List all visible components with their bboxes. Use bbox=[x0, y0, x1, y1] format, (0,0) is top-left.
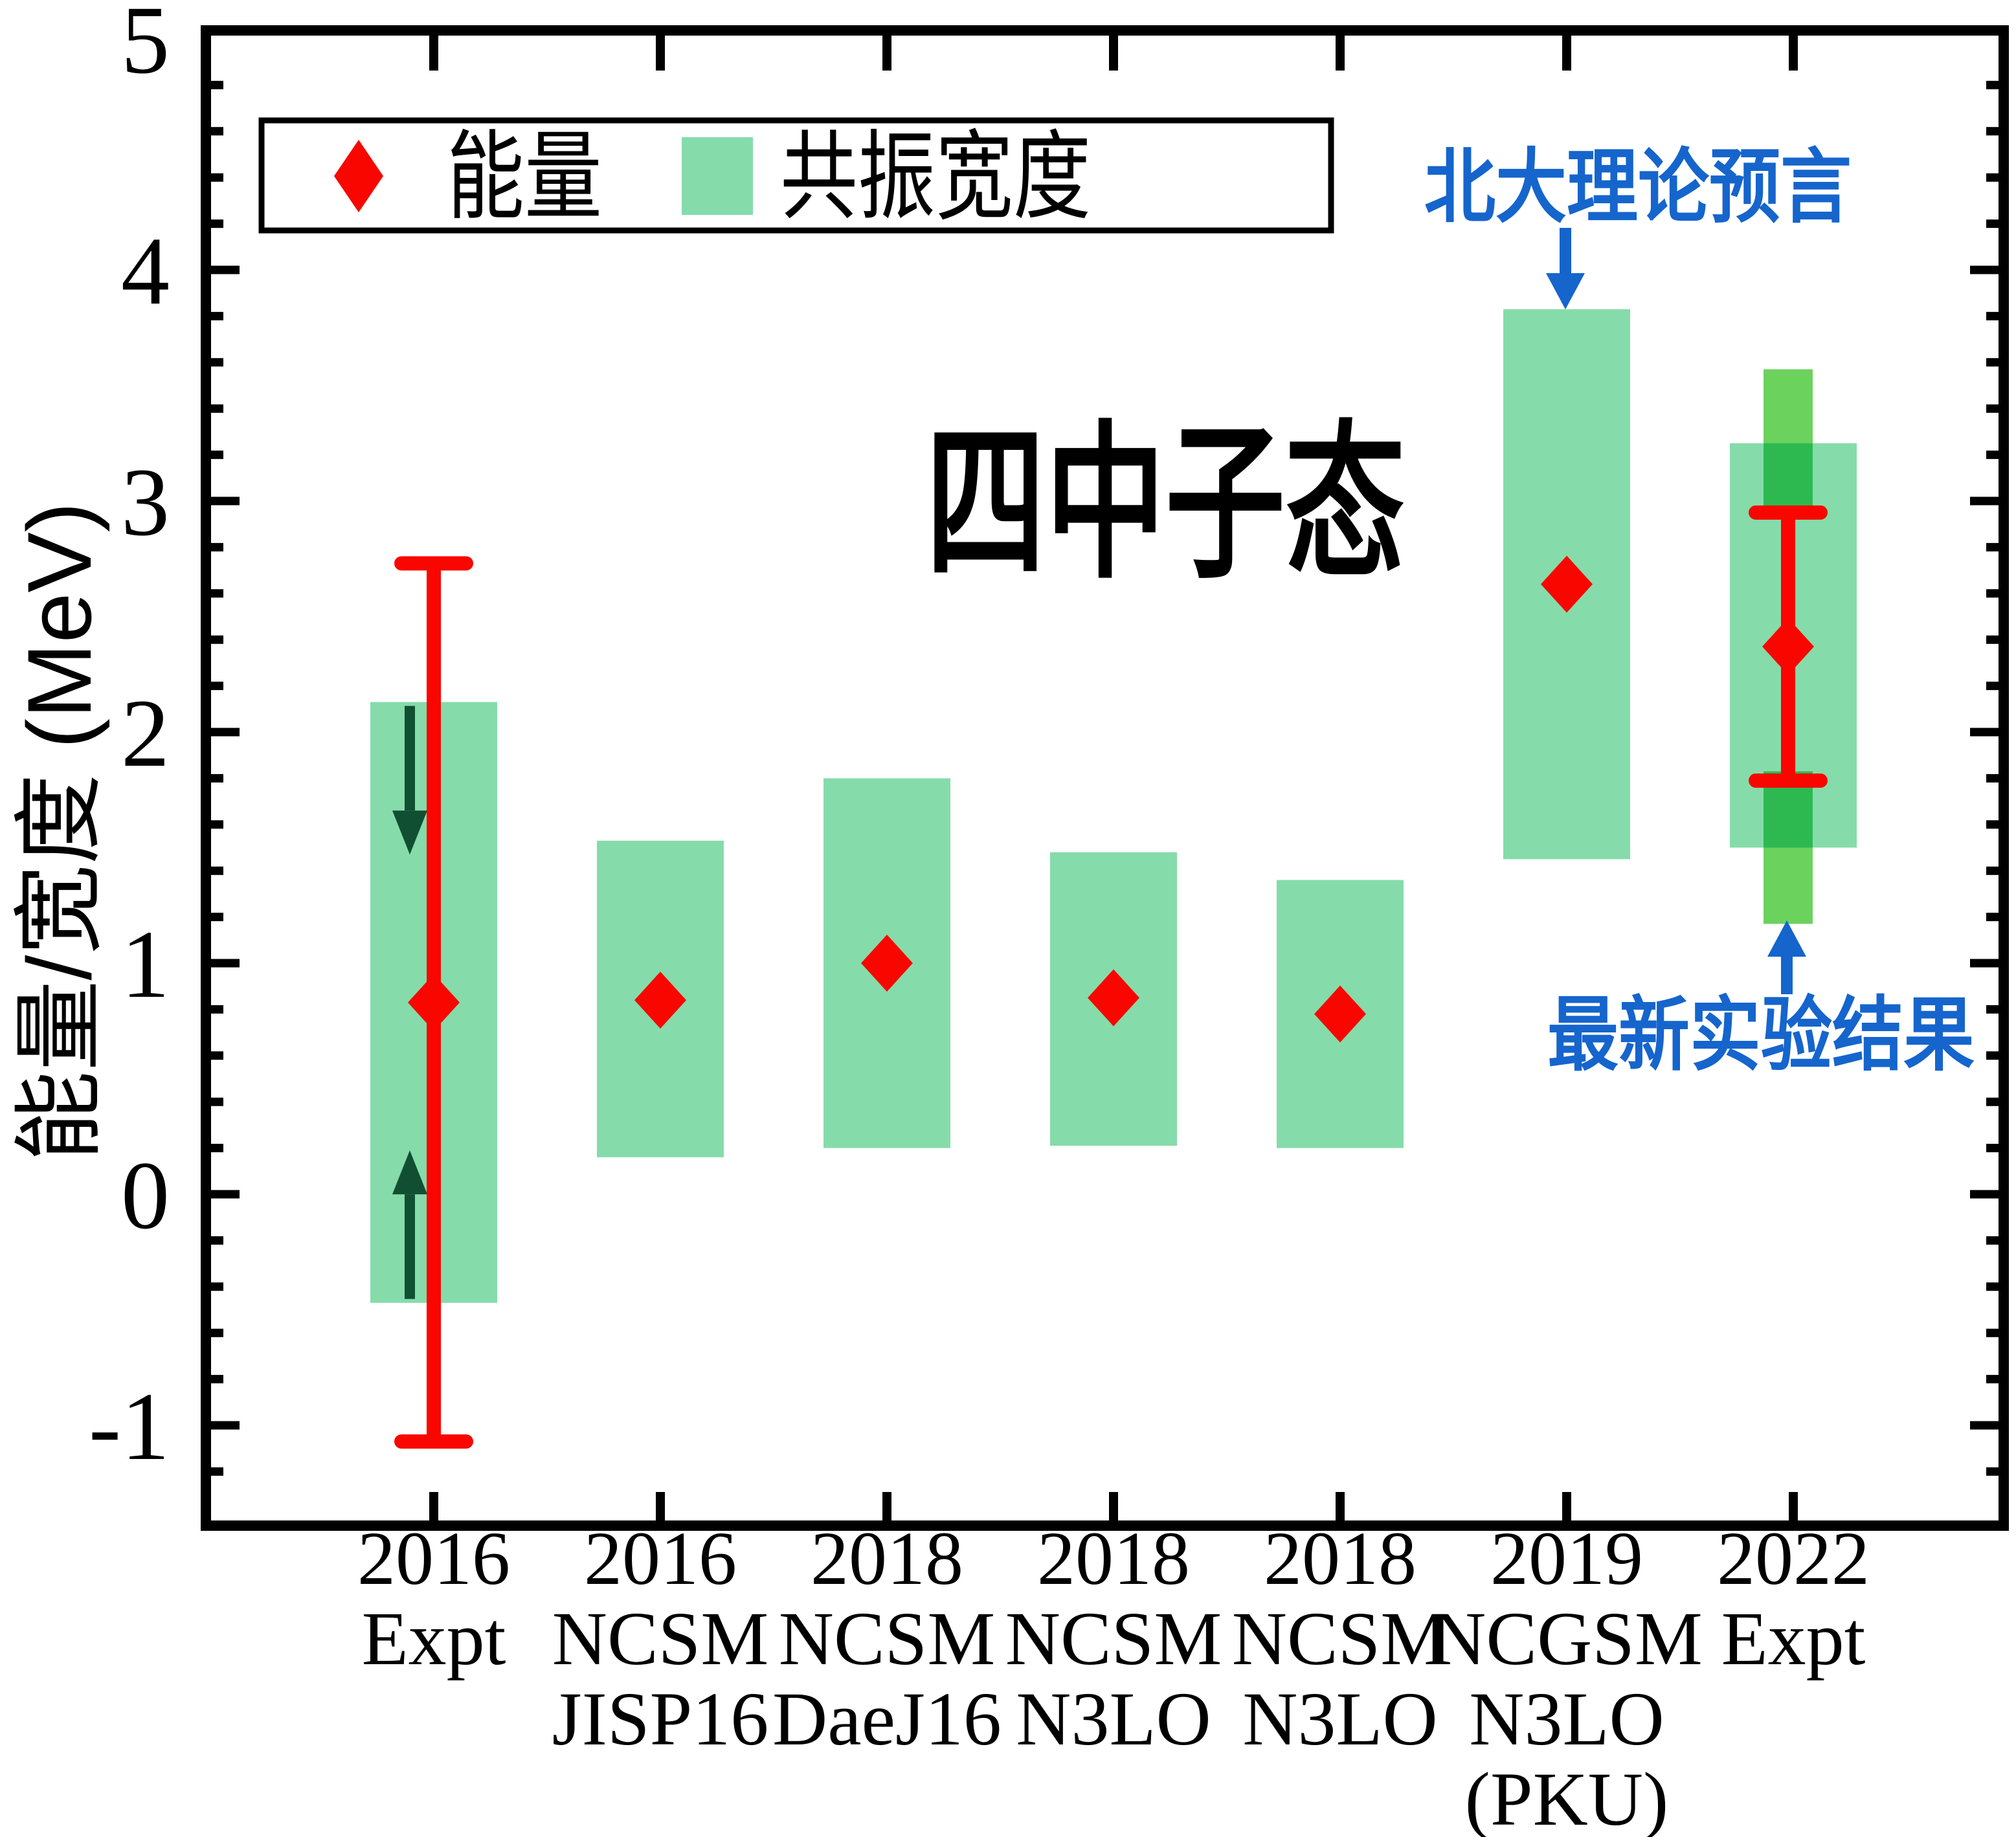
x-category-label: N3LO bbox=[1242, 1676, 1438, 1761]
y-tick-label: -1 bbox=[89, 1373, 170, 1480]
x-category-label: NCSM bbox=[1005, 1596, 1222, 1681]
y-tick-label: 3 bbox=[121, 449, 170, 556]
annotation-arrow-up-shaft bbox=[1781, 957, 1793, 994]
x-category-label: 2018 bbox=[1037, 1516, 1190, 1601]
annotation-arrow-down-shaft bbox=[1560, 228, 1571, 274]
x-category-label: (PKU) bbox=[1465, 1757, 1669, 1837]
energy-diamond bbox=[1541, 555, 1593, 613]
x-category-label: 2018 bbox=[1264, 1516, 1417, 1601]
x-category-label: N3LO bbox=[1469, 1676, 1664, 1761]
y-tick-label: 5 bbox=[121, 0, 170, 94]
y-tick-label: 2 bbox=[121, 680, 170, 787]
x-category-label: NCSM bbox=[779, 1596, 995, 1681]
x-category-label: 2022 bbox=[1717, 1516, 1870, 1601]
x-category-label: 2019 bbox=[1490, 1516, 1643, 1601]
legend-box bbox=[258, 117, 1334, 234]
upper-limit-arrow-down-shaft bbox=[405, 706, 415, 811]
x-category-label: NCSM bbox=[552, 1596, 768, 1681]
upper-limit-arrow-down-icon bbox=[392, 810, 427, 855]
energy-diamond bbox=[861, 935, 913, 992]
upper-limit-arrow-up-shaft bbox=[405, 1194, 415, 1299]
energy-diamond bbox=[1314, 985, 1366, 1043]
legend-label-width: 共振宽度 bbox=[780, 122, 1091, 231]
x-category-label: Expt bbox=[1721, 1596, 1866, 1681]
x-category-label: 2018 bbox=[811, 1516, 963, 1601]
x-category-label: NCGSM bbox=[1431, 1596, 1703, 1681]
legend-label-energy: 能量 bbox=[447, 122, 602, 231]
annotation-pku-prediction: 北大理论预言 bbox=[1424, 142, 1852, 232]
x-category-label: 2016 bbox=[357, 1516, 510, 1601]
energy-diamond bbox=[1088, 969, 1139, 1027]
y-tick-label: 4 bbox=[121, 217, 170, 325]
x-category-label: Expt bbox=[362, 1596, 506, 1681]
upper-limit-arrow-up-icon bbox=[392, 1150, 427, 1195]
x-category-label: 2016 bbox=[584, 1516, 737, 1601]
legend-diamond-icon bbox=[334, 140, 383, 212]
energy-diamond bbox=[408, 974, 460, 1031]
energy-diamond bbox=[634, 972, 686, 1029]
annotation-latest-experiment: 最新实验结果 bbox=[1547, 990, 1975, 1080]
y-axis-title: 能量/宽度 (MeV) bbox=[8, 502, 110, 1162]
chart-title: 四中子态 bbox=[926, 410, 1405, 598]
energy-diamond bbox=[1762, 618, 1814, 675]
x-category-label: NCSM bbox=[1232, 1596, 1448, 1681]
x-category-label: DaeJ16 bbox=[772, 1676, 1002, 1761]
annotation-arrow-up-icon bbox=[1767, 920, 1806, 957]
y-tick-label: 0 bbox=[121, 1142, 170, 1249]
legend-swatch-icon bbox=[682, 137, 753, 215]
y-tick-label: 1 bbox=[121, 911, 170, 1018]
annotation-arrow-down-icon bbox=[1546, 273, 1585, 309]
x-category-label: N3LO bbox=[1016, 1676, 1211, 1761]
x-category-label: JISP16 bbox=[552, 1676, 768, 1761]
